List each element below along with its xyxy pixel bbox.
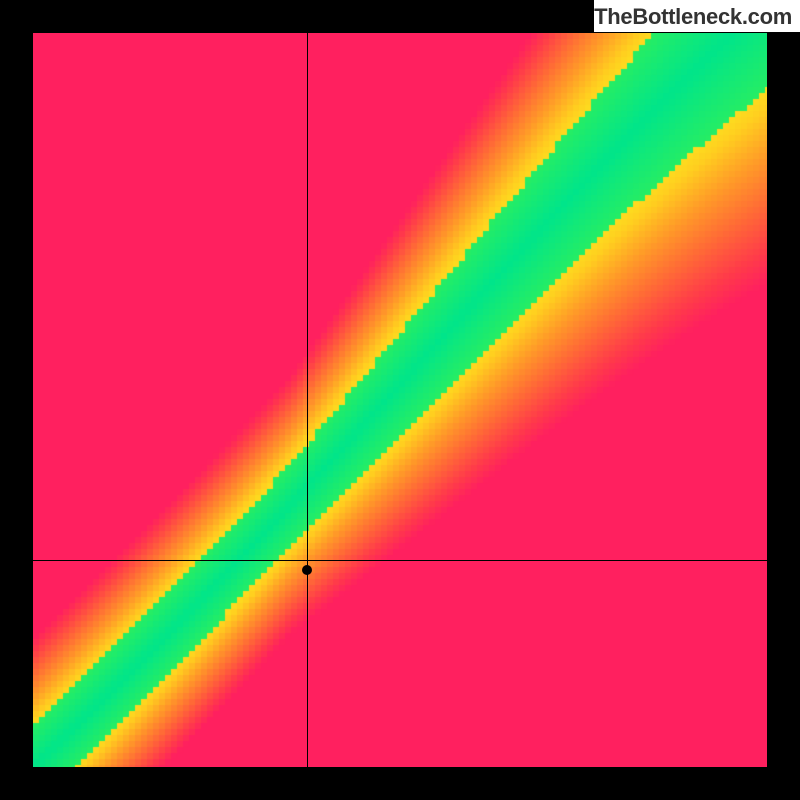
attribution-label: TheBottleneck.com <box>594 0 800 32</box>
plot-area <box>33 33 767 767</box>
crosshair-vertical <box>307 33 308 767</box>
crosshair-horizontal <box>33 560 767 561</box>
data-point-marker <box>302 565 312 575</box>
figure-container: TheBottleneck.com <box>0 0 800 800</box>
heatmap-canvas <box>33 33 767 767</box>
